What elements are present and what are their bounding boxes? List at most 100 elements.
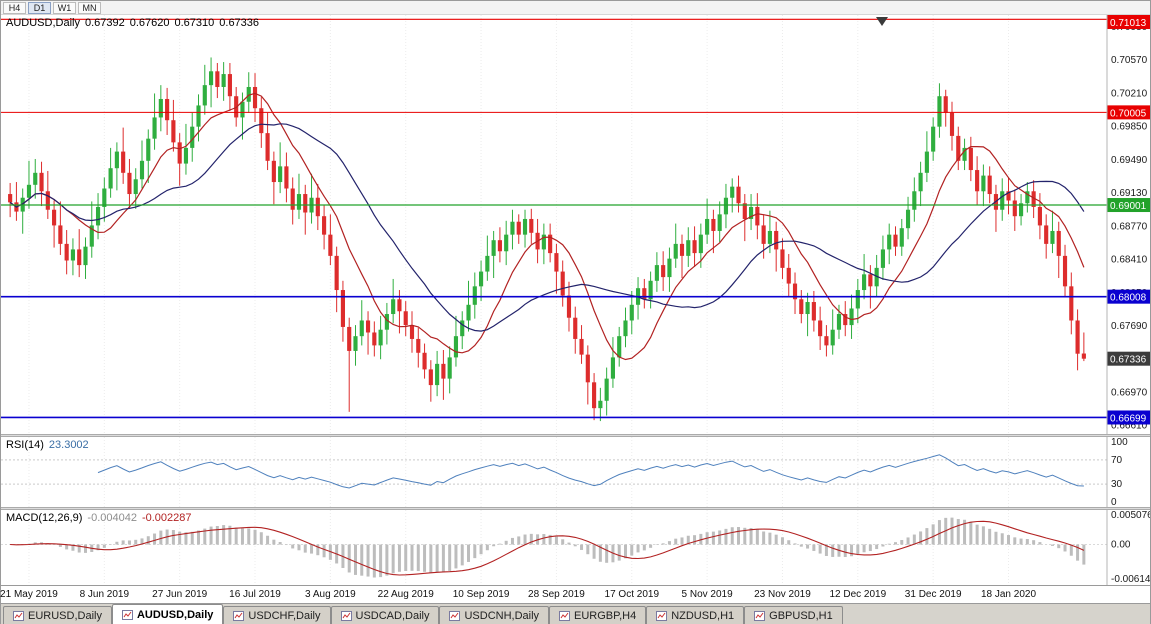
- tab-label: EURGBP,H4: [574, 609, 637, 622]
- chart-tab-icon: [340, 610, 352, 621]
- svg-text:0.70570: 0.70570: [1111, 55, 1148, 66]
- svg-text:0.71013: 0.71013: [1110, 18, 1147, 29]
- date-label: 23 Nov 2019: [754, 589, 811, 600]
- date-label: 31 Dec 2019: [904, 589, 962, 600]
- svg-text:0.67336: 0.67336: [1110, 355, 1147, 366]
- date-label: 16 Jul 2019: [229, 589, 281, 600]
- date-label: 3 Aug 2019: [305, 589, 356, 600]
- tab-label: USDCNH,Daily: [464, 609, 540, 622]
- macd-header: MACD(12,26,9) -0.004042 -0.002287: [6, 512, 197, 524]
- macd-signal-value: -0.002287: [141, 512, 192, 524]
- macd-signal-line: [10, 520, 1085, 576]
- timeframe-toolbar: H4 D1 W1 MN: [1, 1, 1150, 15]
- rsi-canvas[interactable]: 100 70 30 0: [1, 437, 1150, 507]
- tab-label: USDCAD,Daily: [355, 609, 430, 622]
- chart-tab-icon: [233, 610, 245, 621]
- tab-label: EURUSD,Daily: [28, 609, 102, 622]
- chart-tab-icon: [559, 610, 571, 621]
- chart-tabs-bar: EURUSD,Daily AUDUSD,Daily USDCHF,Daily USDC…: [1, 603, 1150, 624]
- svg-text:100: 100: [1111, 437, 1128, 448]
- rsi-header: RSI(14) 23.3002: [6, 439, 94, 451]
- macd-value: -0.004042: [87, 512, 137, 524]
- svg-text:0.67690: 0.67690: [1111, 321, 1148, 332]
- price-box-0.68008: 0.68008: [1107, 289, 1150, 304]
- tab-audusd-daily[interactable]: AUDUSD,Daily: [111, 604, 224, 624]
- date-label: 17 Oct 2019: [604, 589, 660, 600]
- svg-text:0.70005: 0.70005: [1110, 108, 1147, 119]
- macd-title: MACD(12,26,9): [6, 512, 83, 524]
- chart-tab-icon: [754, 610, 766, 621]
- price-box-0.66699: 0.66699: [1107, 410, 1150, 425]
- panel-separator[interactable]: [1, 507, 1150, 510]
- date-label: 18 Jan 2020: [980, 589, 1037, 600]
- svg-text:0.69850: 0.69850: [1111, 122, 1148, 133]
- date-label: 27 Jun 2019: [152, 589, 208, 600]
- date-label: 10 Sep 2019: [452, 589, 510, 600]
- timeframe-button-w1[interactable]: W1: [53, 1, 76, 14]
- svg-text:0.68008: 0.68008: [1110, 293, 1147, 304]
- svg-text:-0.006148: -0.006148: [1111, 574, 1150, 585]
- svg-text:0.70210: 0.70210: [1111, 88, 1148, 99]
- chart-tab-icon: [13, 610, 24, 621]
- chart-tab-icon: [656, 610, 668, 621]
- tab-eurgbp-h4[interactable]: EURGBP,H4: [549, 606, 647, 624]
- svg-text:0.66610: 0.66610: [1111, 421, 1148, 432]
- tab-nzdusd-h1[interactable]: NZDUSD,H1: [646, 606, 745, 624]
- svg-text:30: 30: [1111, 479, 1123, 490]
- price-box-0.71013: 0.71013: [1107, 15, 1150, 29]
- main-chart-panel: 0.709300.705700.702100.698500.694900.691…: [1, 15, 1150, 434]
- macd-canvas[interactable]: 0.005076 0.00 -0.006148: [1, 510, 1150, 585]
- chart-tab-icon: [449, 610, 461, 621]
- moving-average-24: [9, 123, 1085, 332]
- tab-gbpusd-h1[interactable]: GBPUSD,H1: [744, 606, 843, 624]
- date-label: 5 Nov 2019: [681, 589, 733, 600]
- time-axis[interactable]: 21 May 2019 8 Jun 2019 27 Jun 2019 16 Jul 2…: [0, 585, 1150, 603]
- date-label: 28 Sep 2019: [528, 589, 585, 600]
- date-label: 8 Jun 2019: [79, 589, 130, 600]
- main-chart-canvas[interactable]: 0.709300.705700.702100.698500.694900.691…: [1, 15, 1150, 434]
- tab-eurusd-daily[interactable]: EURUSD,Daily: [3, 606, 112, 624]
- tab-usdcad-daily[interactable]: USDCAD,Daily: [330, 606, 440, 624]
- timeframe-button-mn[interactable]: MN: [78, 1, 101, 14]
- svg-text:0.69130: 0.69130: [1111, 188, 1148, 199]
- svg-text:0.00: 0.00: [1111, 540, 1131, 551]
- tab-usdchf-daily[interactable]: USDCHF,Daily: [223, 606, 331, 624]
- tab-usdcnh-daily[interactable]: USDCNH,Daily: [439, 606, 550, 624]
- svg-text:0.66699: 0.66699: [1110, 413, 1147, 424]
- svg-text:0.69001: 0.69001: [1110, 201, 1147, 212]
- price-box-0.69001: 0.69001: [1107, 198, 1150, 213]
- chart-title: AUDUSD,Daily 0.67392 0.67620 0.67310 0.67336: [6, 17, 264, 29]
- ohlc-close: 0.67336: [219, 17, 260, 29]
- timeframe-button-h4[interactable]: H4: [3, 1, 26, 14]
- chart-tab-icon: [121, 609, 133, 620]
- rsi-line: [97, 454, 1084, 489]
- svg-text:70: 70: [1111, 455, 1123, 466]
- svg-text:0.69490: 0.69490: [1111, 155, 1148, 166]
- svg-text:0.68410: 0.68410: [1111, 255, 1148, 266]
- panel-separator[interactable]: [1, 434, 1150, 437]
- date-label: 12 Dec 2019: [829, 589, 887, 600]
- moving-average-10: [9, 92, 1085, 361]
- ohlc-low: 0.67310: [174, 17, 215, 29]
- symbol-period-label: AUDUSD,Daily: [6, 17, 80, 29]
- tab-label: NZDUSD,H1: [671, 609, 735, 622]
- date-label: 21 May 2019: [0, 589, 58, 600]
- svg-text:0.66970: 0.66970: [1111, 387, 1148, 398]
- chart-shift-marker[interactable]: [876, 17, 888, 26]
- tab-label: AUDUSD,Daily: [136, 608, 214, 621]
- tab-label: GBPUSD,H1: [769, 609, 833, 622]
- macd-panel: 0.005076 0.00 -0.006148 MACD(12,26,9) -0.00…: [1, 510, 1150, 585]
- tab-label: USDCHF,Daily: [248, 609, 321, 622]
- date-label: 22 Aug 2019: [377, 589, 434, 600]
- rsi-value: 23.3002: [48, 439, 89, 451]
- svg-text:0: 0: [1111, 497, 1117, 507]
- ohlc-open: 0.67392: [84, 17, 125, 29]
- price-box-0.70005: 0.70005: [1107, 105, 1150, 120]
- svg-text:0.68770: 0.68770: [1111, 221, 1148, 232]
- ohlc-high: 0.67620: [129, 17, 170, 29]
- rsi-panel: 100 70 30 0 RSI(14) 23.3002: [1, 437, 1150, 507]
- rsi-title: RSI(14): [6, 439, 44, 451]
- price-box-0.67336: 0.67336: [1107, 351, 1150, 366]
- timeframe-button-d1[interactable]: D1: [28, 1, 51, 14]
